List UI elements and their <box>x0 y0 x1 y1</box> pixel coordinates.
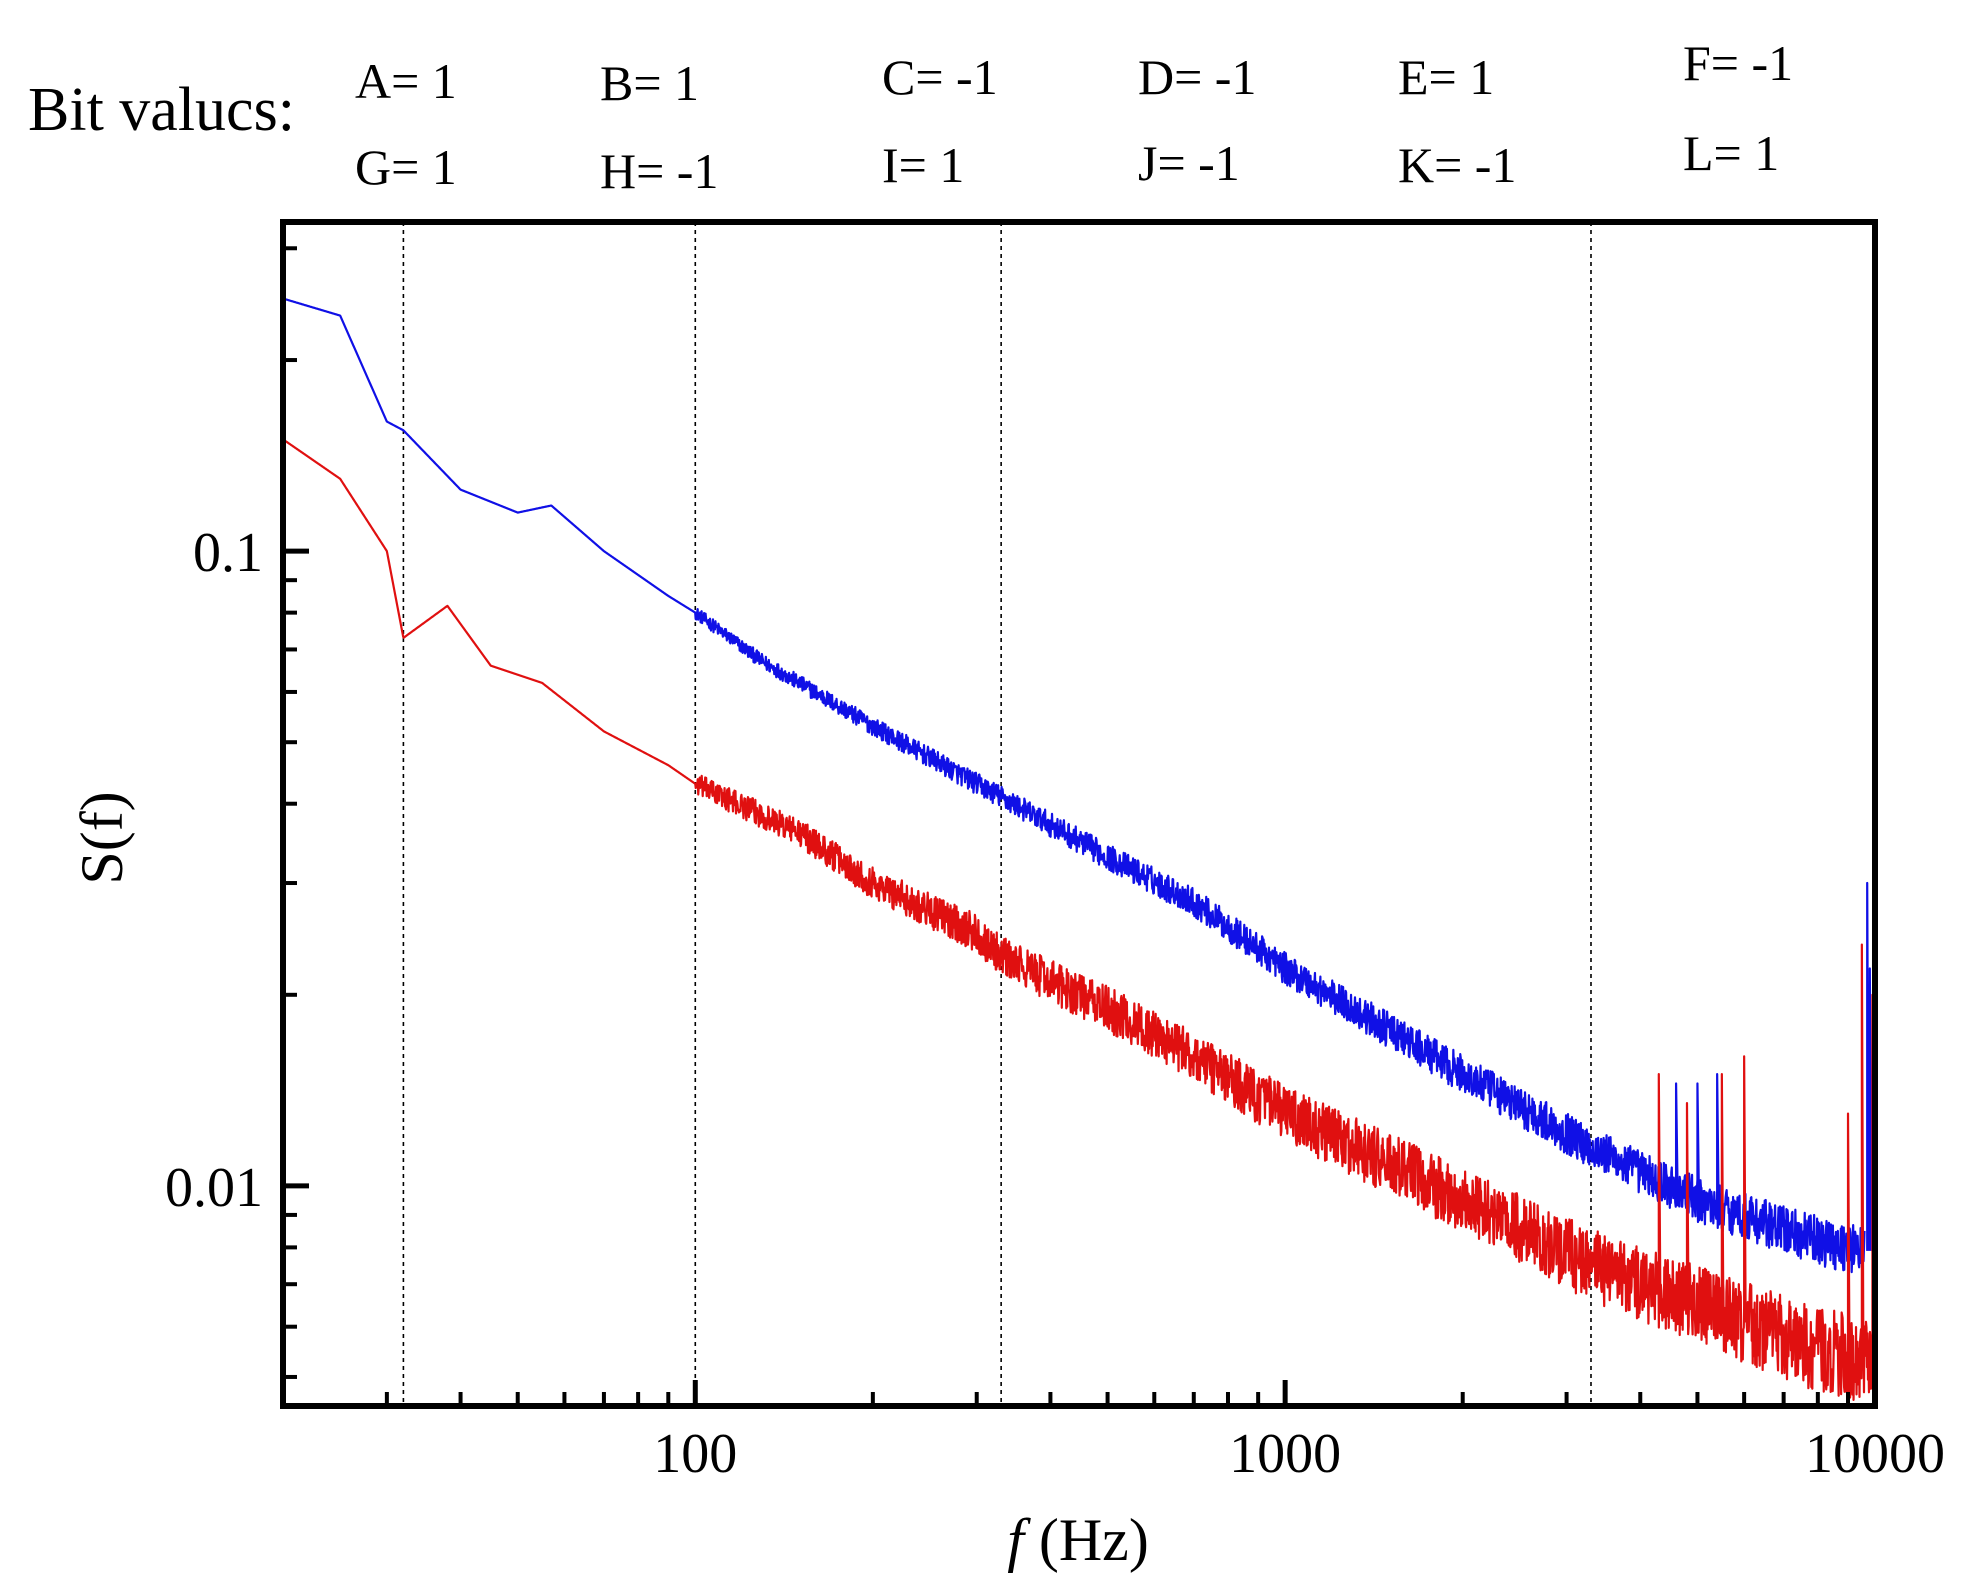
bit-value-e: E= 1 <box>1398 49 1494 105</box>
y-axis-label-text: S(f) <box>69 791 135 884</box>
bit-value-j: J= -1 <box>1138 135 1240 191</box>
bit-values-legend: Bit valucs: A= 1 B= 1 C= -1 D= -1 E= 1 F… <box>28 35 1793 199</box>
x-axis-label-unit: (Hz) <box>1039 1507 1149 1573</box>
bit-value-b: B= 1 <box>600 55 699 111</box>
series-line-red <box>282 438 1876 1401</box>
bit-values-title: Bit valucs: <box>28 76 295 144</box>
bit-value-d: D= -1 <box>1138 49 1256 105</box>
bit-values-row-2: G= 1 H= -1 I= 1 J= -1 K= -1 L= 1 <box>355 125 1779 199</box>
series-line-blue <box>282 297 1876 1276</box>
y-axis-label: S(f) <box>69 791 135 884</box>
x-tick-label-100: 100 <box>653 1423 737 1485</box>
y-tick-label-0.01: 0.01 <box>165 1157 263 1219</box>
bit-value-k: K= -1 <box>1398 137 1516 193</box>
y-tick-label-0.1: 0.1 <box>193 522 263 584</box>
bit-values-row-1: A= 1 B= 1 C= -1 D= -1 E= 1 F= -1 <box>355 35 1793 111</box>
x-axis-label: f (Hz) <box>1007 1507 1149 1573</box>
x-axis-label-variable: f <box>1007 1507 1031 1573</box>
bit-value-g: G= 1 <box>355 139 457 195</box>
svg-text:f (Hz): f (Hz) <box>1007 1507 1149 1573</box>
bit-value-a: A= 1 <box>355 53 457 109</box>
bit-value-h: H= -1 <box>600 143 718 199</box>
x-tick-label-1000: 1000 <box>1229 1423 1341 1485</box>
bit-value-l: L= 1 <box>1683 125 1779 181</box>
bit-value-c: C= -1 <box>882 49 998 105</box>
data-series <box>282 297 1876 1401</box>
vertical-reference-lines <box>402 222 1592 1406</box>
bit-value-i: I= 1 <box>882 137 964 193</box>
bit-value-f: F= -1 <box>1683 35 1793 91</box>
plot-frame <box>280 219 1878 1409</box>
x-tick-label-10000: 10000 <box>1805 1423 1945 1485</box>
axis-ticks: 100 1000 10000 0.1 0.01 <box>165 246 1945 1485</box>
